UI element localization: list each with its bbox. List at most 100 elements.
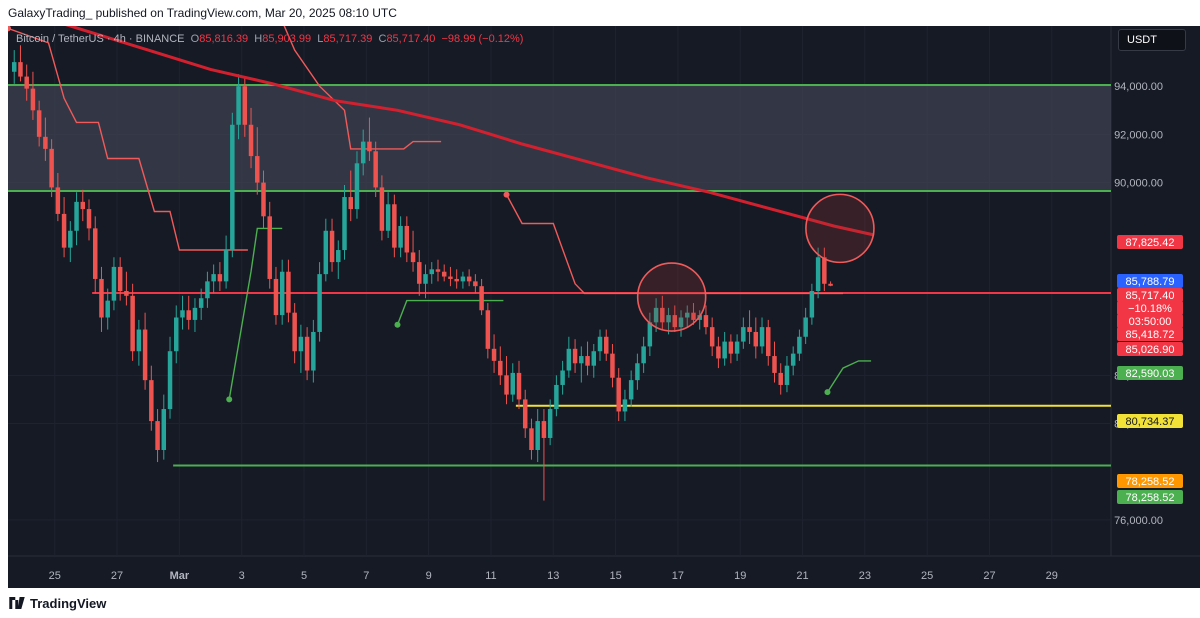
candle-up (790, 353, 796, 366)
supertrend-up-line (826, 360, 872, 393)
candle-up (635, 363, 640, 381)
candle-up (74, 201, 79, 231)
resistance-zone (8, 85, 1111, 192)
candle-down (753, 331, 759, 347)
chart-area[interactable]: Bitcoin / TetherUS · 4h · BINANCE O85,81… (8, 26, 1200, 588)
candle-down (610, 353, 615, 378)
candle-up (685, 312, 690, 318)
x-tick-label: 27 (983, 570, 995, 582)
candle-down (585, 356, 590, 366)
supertrend-up-start-dot (394, 321, 401, 328)
open-value: 85,816.39 (199, 33, 249, 45)
candle-up (579, 356, 584, 364)
candle-down (273, 278, 279, 316)
low-label: L (317, 33, 324, 45)
symbol-name: Bitcoin / TetherUS · 4h · BINANCE (16, 33, 185, 45)
candle-down (242, 86, 248, 125)
x-tick-label: 15 (609, 570, 621, 582)
candle-up (653, 307, 659, 323)
price-label-box (1117, 288, 1183, 302)
candle-up (591, 351, 597, 366)
candle-down (435, 269, 441, 272)
candle-up (641, 346, 646, 364)
open-label: O (190, 33, 200, 45)
candle-down (55, 187, 61, 214)
supertrend-up-start-dot (226, 396, 233, 403)
y-tick-label: 92,000.00 (1114, 129, 1163, 141)
price-label-text: 78,258.52 (1126, 492, 1175, 504)
candle-up (11, 62, 17, 72)
candle-up (105, 300, 110, 318)
x-tick-label: 3 (239, 570, 245, 582)
candle-up (460, 276, 466, 282)
price-label-box (1117, 490, 1183, 504)
candle-up (385, 204, 391, 231)
price-label-box (1117, 314, 1183, 328)
x-tick-label: Mar (170, 570, 190, 582)
rejection-circle-left (636, 262, 707, 332)
currency-button[interactable]: USDT (1118, 29, 1186, 51)
candle-up (622, 399, 628, 412)
candle-down (709, 327, 715, 347)
supertrend-down-start-dot (503, 191, 510, 198)
price-label-box (1117, 342, 1183, 356)
candle-down (292, 312, 297, 352)
x-tick-label: 25 (921, 570, 933, 582)
supertrend-down-line (505, 194, 843, 295)
candle-down (410, 252, 416, 263)
candle-down (616, 377, 621, 412)
candle-down (603, 336, 609, 354)
candle-down (466, 276, 472, 282)
price-label-text: 80,734.37 (1126, 416, 1175, 428)
y-tick-label: 76,000.00 (1114, 515, 1163, 527)
candle-down (348, 197, 353, 210)
candle-down (142, 329, 148, 381)
candle-down (80, 201, 86, 210)
y-tick-label: 90,000.00 (1114, 178, 1163, 190)
x-tick-label: 25 (49, 570, 61, 582)
supertrend-up-start-dot (824, 389, 831, 396)
candle-down (367, 141, 372, 152)
candle-down (703, 315, 709, 328)
high-label: H (254, 33, 263, 45)
candle-down (99, 278, 104, 318)
x-tick-label: 17 (672, 570, 684, 582)
x-tick-label: 19 (734, 570, 746, 582)
candle-down (86, 209, 92, 229)
x-tick-label: 21 (796, 570, 808, 582)
candle-down (772, 356, 777, 373)
rejection-circle-right (805, 193, 875, 264)
candle-up (279, 271, 285, 316)
supertrend-down-line (8, 27, 248, 251)
candle-up (336, 250, 341, 263)
footer-brand: TradingView (30, 595, 107, 611)
candle-down (541, 421, 547, 438)
candle-up (666, 315, 671, 323)
candle-up (68, 230, 73, 248)
candle-down (329, 230, 335, 263)
price-label-text: 82,590.03 (1126, 368, 1175, 380)
candle-down (417, 262, 422, 284)
candle-down (716, 346, 721, 359)
candle-up (174, 317, 179, 352)
candle-down (18, 62, 23, 77)
candle-up (510, 372, 516, 395)
candle-down (130, 295, 135, 352)
candle-down (267, 216, 272, 279)
x-tick-label: 5 (301, 570, 307, 582)
candle-down (485, 310, 491, 349)
x-tick-label: 9 (426, 570, 432, 582)
candle-down (529, 428, 534, 450)
candle-down (217, 274, 223, 282)
candle-down (117, 266, 123, 291)
price-label-text: 87,825.42 (1126, 237, 1175, 249)
symbol-legend: Bitcoin / TetherUS · 4h · BINANCE O85,81… (16, 33, 523, 45)
low-value: 85,717.39 (323, 33, 373, 45)
candle-up (205, 281, 210, 299)
candlestick-chart[interactable]: 94,000.0092,000.0090,000.0082,000.0080,0… (8, 26, 1200, 588)
candle-up (560, 370, 565, 385)
candle-up (784, 365, 790, 385)
supertrend-down-start-dot (8, 26, 11, 32)
x-tick-label: 23 (859, 570, 871, 582)
price-label-text: 03:50:00 (1129, 316, 1172, 328)
